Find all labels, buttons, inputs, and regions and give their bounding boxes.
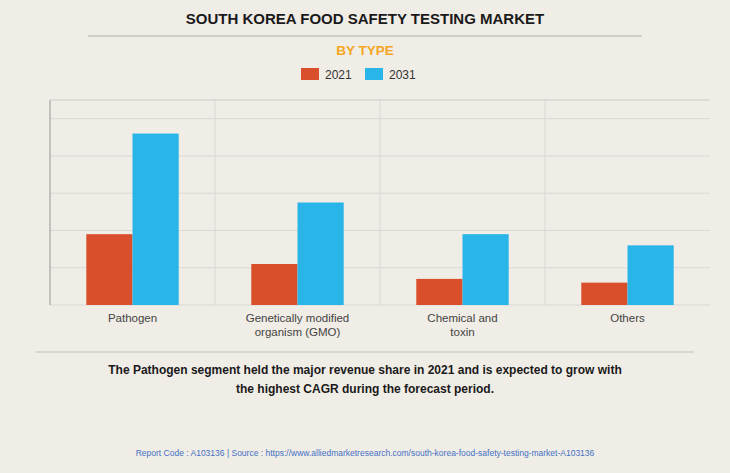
bar: [581, 283, 627, 305]
x-tick-label: Pathogen: [108, 312, 157, 324]
footer-rule: [36, 352, 694, 353]
bar: [86, 234, 132, 305]
text-line: Chemical and: [427, 312, 497, 324]
legend-swatch: [301, 68, 319, 80]
background: [0, 0, 730, 473]
legend-swatch: [365, 68, 383, 80]
text-line: the highest CAGR during the forecast per…: [236, 382, 494, 396]
grid: [50, 100, 710, 305]
bar: [298, 203, 344, 306]
bar: [251, 264, 297, 305]
group-separator: [380, 100, 381, 305]
chart-container: SOUTH KOREA FOOD SAFETY TESTING MARKET BY…: [0, 0, 730, 473]
x-tick-labels: Pathogen Genetically modified organism (GM…: [108, 312, 645, 338]
legend-label: 2031: [389, 68, 416, 82]
title-rule: [88, 36, 642, 37]
legend: 2021 2031: [301, 68, 416, 82]
text-line: Others: [610, 312, 645, 324]
text-line: Report Code : A103136 | Source : https:/…: [136, 448, 595, 458]
text-line: The Pathogen segment held the major reve…: [108, 363, 621, 377]
text-line: Genetically modified: [246, 312, 350, 324]
x-tick-label: Genetically modified organism (GMO): [246, 312, 350, 338]
plot-top-line: [50, 100, 710, 101]
x-tick-label: Chemical and toxin: [427, 312, 497, 338]
legend-label: 2021: [325, 68, 352, 82]
bar: [416, 279, 462, 305]
title: SOUTH KOREA FOOD SAFETY TESTING MARKET: [186, 10, 544, 27]
text-line: organism (GMO): [255, 326, 341, 338]
y-axis-line: [50, 100, 51, 305]
bar: [463, 234, 509, 305]
bar: [628, 245, 674, 305]
footer-text: The Pathogen segment held the major reve…: [108, 363, 621, 396]
bar: [133, 134, 179, 305]
subtitle: BY TYPE: [336, 43, 394, 58]
bars: [86, 134, 673, 305]
group-separator: [545, 100, 546, 305]
report-text: Report Code : A103136 | Source : https:/…: [136, 448, 595, 458]
group-separator: [215, 100, 216, 305]
x-tick-label: Others: [610, 312, 645, 324]
chart-svg: SOUTH KOREA FOOD SAFETY TESTING MARKET BY…: [0, 0, 730, 473]
text-line: toxin: [450, 326, 474, 338]
text-line: Pathogen: [108, 312, 157, 324]
